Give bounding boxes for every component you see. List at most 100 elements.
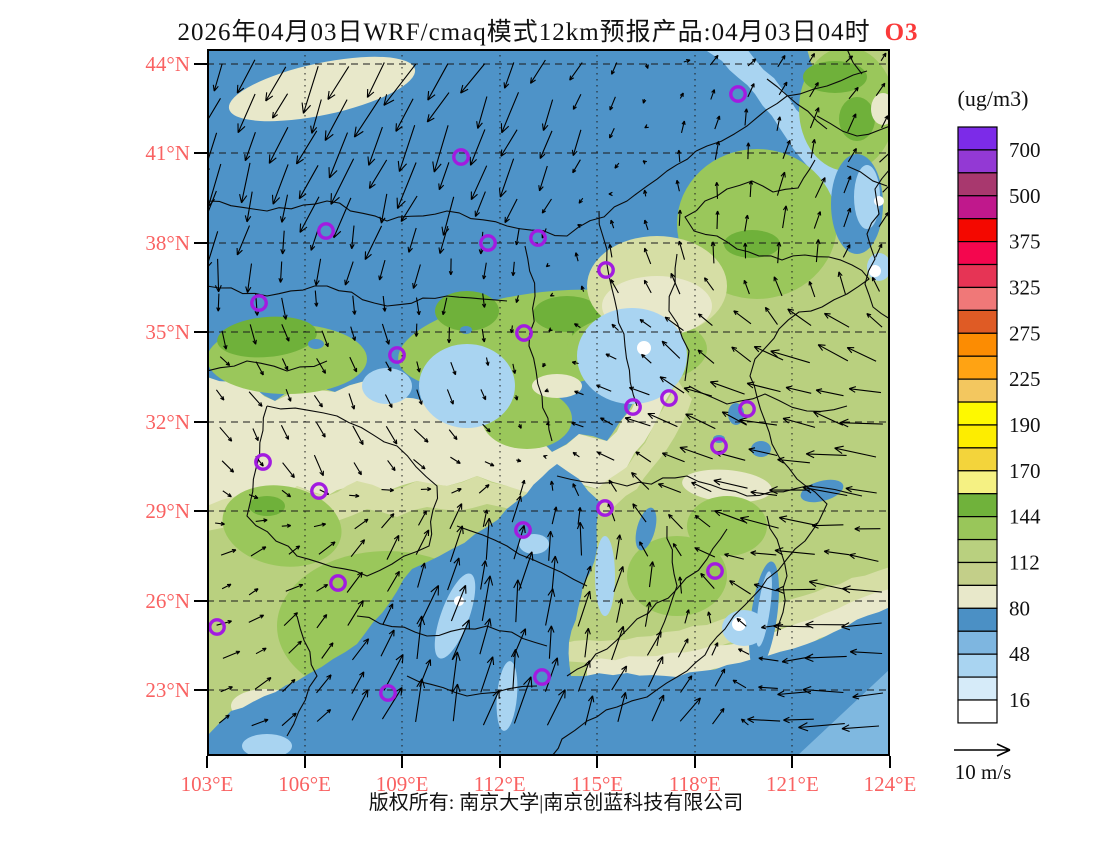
wind-arrow (237, 93, 256, 134)
colorbar-label: 170 (1009, 459, 1041, 483)
wind-arrow (221, 583, 232, 590)
water-or-low-patch (308, 339, 324, 349)
wind-arrow (255, 647, 267, 655)
wind-arrow (220, 686, 233, 693)
wind-arrow (249, 324, 257, 345)
x-axis-tick (206, 756, 208, 768)
wind-arrow (222, 650, 241, 659)
wind-arrow (416, 389, 423, 405)
wind-arrow (680, 120, 686, 134)
boundary-line (456, 525, 588, 587)
water-or-low-patch (460, 326, 472, 334)
wind-arrow (611, 62, 618, 75)
station-circle-marker (738, 400, 756, 418)
wind-arrow (651, 694, 665, 722)
wind-arrow (324, 99, 348, 142)
wind-arrow (478, 484, 490, 494)
station-circle-marker (254, 453, 272, 471)
bohai-coast-strip (704, 49, 855, 211)
wind-arrow (630, 471, 650, 490)
x-axis-tick (596, 756, 599, 768)
colorbar-cell (957, 149, 998, 174)
wind-arrow (880, 52, 887, 62)
wind-arrow (316, 422, 326, 438)
y-axis-tick (194, 242, 207, 244)
wind-arrow (214, 258, 222, 293)
wind-arrow (250, 546, 267, 557)
wind-arrow (418, 584, 440, 628)
y-axis-tick (194, 63, 207, 65)
wind-arrow (707, 611, 712, 624)
colorbar-label: 700 (1009, 138, 1041, 162)
map-frame (207, 49, 890, 756)
wind-arrow (847, 147, 857, 163)
wind-arrow (729, 580, 751, 595)
station-circle-marker (479, 234, 497, 252)
contour-blob (627, 536, 727, 616)
wind-arrow (544, 388, 549, 393)
wind-arrow (679, 697, 702, 722)
colorbar-cell (957, 332, 998, 357)
colorbar-cell (957, 493, 998, 518)
wind-arrow (846, 346, 877, 362)
wind-arrow (808, 52, 816, 63)
wind-arrow (676, 149, 682, 162)
wind-arrow (542, 362, 547, 368)
wind-arrow (678, 576, 683, 594)
wind-arrow (236, 59, 256, 94)
colorbar-cell (957, 653, 998, 678)
wind-arrow (713, 478, 748, 489)
water-or-low-patch (419, 344, 515, 428)
boundary-line (846, 165, 888, 187)
wind-arrow (460, 63, 486, 94)
wind-arrow (721, 411, 747, 426)
station-circle-marker (529, 229, 547, 247)
boundary-line (668, 253, 690, 382)
wind-arrow (481, 293, 487, 308)
wind-arrow (482, 509, 489, 528)
wind-arrow (446, 327, 452, 344)
wind-arrow (513, 525, 526, 560)
wind-arrow (580, 285, 585, 292)
wind-arrow (216, 293, 221, 312)
station-circle-marker (710, 437, 728, 455)
wind-arrow (416, 361, 421, 373)
map-layers (207, 49, 890, 756)
wind-arrow (714, 115, 721, 130)
wind-arrow (571, 421, 584, 428)
wind-arrow (364, 225, 383, 261)
wind-arrow (572, 483, 580, 497)
wind-arrow (316, 674, 332, 694)
wind-arrow (298, 165, 319, 200)
wind-arrow (787, 308, 812, 327)
wind-arrow (711, 642, 719, 656)
copyright-text: 版权所有: 南京大学|南京创蓝科技有限公司 (368, 792, 744, 814)
wind-arrow (503, 62, 515, 89)
water-or-low-patch (242, 734, 292, 756)
wind-arrow (346, 571, 363, 593)
wind-arrow (349, 356, 358, 373)
x-axis-tick (401, 756, 404, 768)
wind-arrow (251, 718, 269, 727)
wind-arrow (724, 552, 744, 560)
wind-arrow (450, 362, 457, 376)
wind-arrow (539, 130, 553, 160)
wind-arrow (500, 92, 520, 134)
boundary-line (207, 360, 328, 372)
wind-arrow (643, 219, 649, 231)
wind-arrow (381, 323, 390, 345)
wind-arrow (352, 425, 364, 446)
wind-arrow (351, 638, 370, 661)
contour-blob (687, 496, 767, 556)
station-circle-marker (624, 398, 642, 416)
wind-arrow (255, 518, 268, 523)
boundary-line (551, 159, 870, 756)
admin-boundaries (207, 49, 890, 756)
wind-arrow (700, 572, 715, 589)
wind-arrow (842, 244, 851, 258)
wind-arrow (661, 340, 681, 359)
wind-arrow (328, 132, 349, 179)
wind-arrow (809, 107, 820, 129)
colorbar-label: 375 (1009, 230, 1041, 254)
wind-arrow (529, 59, 546, 84)
